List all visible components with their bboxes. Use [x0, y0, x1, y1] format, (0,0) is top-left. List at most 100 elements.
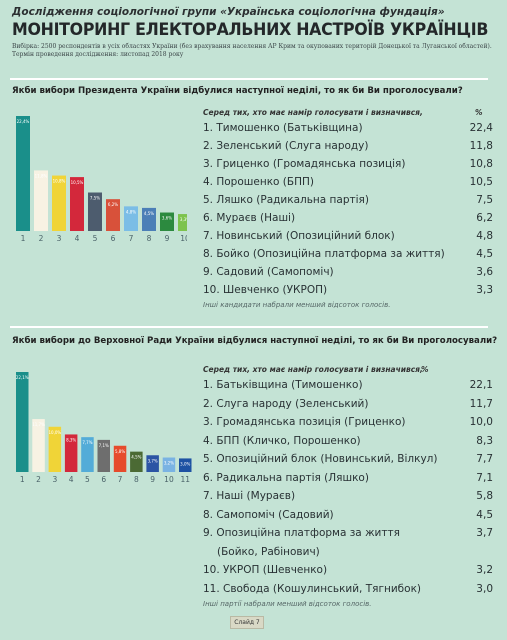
- x-tick-label: 2: [36, 475, 41, 484]
- result-value: 11,7: [469, 397, 493, 410]
- supertitle: Дослідження соціологічної групи «Українс…: [12, 6, 445, 18]
- result-row: 3. Громадянська позиція (Гриценко) 10,0: [203, 413, 493, 432]
- bar-value-label: 5,8%: [115, 449, 125, 454]
- result-label: 7. Новинський (Опозиційний блок): [203, 230, 395, 242]
- list-note: Інші кандидати набрали менший відсоток г…: [203, 301, 391, 309]
- bar: [70, 177, 84, 231]
- result-value: 10,5: [469, 176, 493, 188]
- section-divider: [10, 326, 488, 328]
- bar-value-label: 10,8%: [53, 179, 66, 184]
- result-row: 6. Радикальна партія (Ляшко) 7,1: [203, 469, 493, 488]
- x-tick-label: 9: [150, 475, 155, 484]
- bar-value-label: 4,8%: [126, 209, 136, 214]
- bar: [160, 212, 174, 231]
- result-value: 8,3: [476, 434, 493, 447]
- bar: [16, 372, 29, 472]
- result-value: 3,6: [476, 266, 493, 278]
- result-label: 4. БПП (Кличко, Порошенко): [203, 434, 361, 447]
- x-tick-label: 8: [134, 475, 139, 484]
- bar: [162, 457, 176, 472]
- x-tick-label: 6: [101, 475, 106, 484]
- result-label: 7. Наші (Мураєв): [203, 490, 296, 502]
- bar-value-label: 4,5%: [131, 455, 141, 460]
- bar: [124, 206, 138, 231]
- header: Дослідження соціологічної групи «Українс…: [12, 6, 500, 59]
- bar: [88, 192, 102, 231]
- result-label: 10. УКРОП (Шевченко): [203, 564, 328, 576]
- result-label: 4. Порошенко (БПП): [203, 176, 314, 188]
- result-label: 10. Шевченко (УКРОП): [203, 284, 328, 296]
- result-value: 3,0: [476, 582, 493, 595]
- result-row: 2. Слуга народу (Зеленський) 11,7: [203, 395, 493, 414]
- parliament-bar-chart: 22,1% 1 11,7% 2 10,0% 3 8,3% 4 7,7% 5 7,1% 6 5,8% 7 4,…: [16, 372, 192, 484]
- x-tick-label: 6: [111, 234, 116, 243]
- bar-value-label: 3,2%: [164, 461, 174, 466]
- result-row: 8. Бойко (Опозиційна платформа за життя)…: [203, 245, 493, 263]
- result-value: 5,8: [476, 490, 493, 502]
- result-label: 6. Мураєв (Наші): [203, 212, 296, 224]
- result-row: 4. Порошенко (БПП) 10,5: [203, 173, 493, 191]
- bar-value-label: 3,7%: [148, 458, 158, 463]
- result-value: 7,5: [476, 194, 493, 206]
- result-label: 11. Свобода (Кошулинський, Тягнибок): [203, 582, 422, 595]
- bar-value-label: 11,8%: [35, 173, 48, 178]
- result-label-continued: (Бойко, Рабінович): [217, 545, 320, 558]
- parliament-question: Якби вибори до Верховної Ради України ві…: [12, 336, 498, 346]
- list-note: Інші партії набрали менший відсоток голо…: [203, 600, 372, 608]
- percent-header: %: [475, 108, 483, 117]
- result-row: 11. Свобода (Кошулинський, Тягнибок) 3,0: [203, 580, 493, 599]
- section-divider: [10, 78, 488, 80]
- result-value: 10,8: [469, 158, 493, 170]
- result-value: 22,1: [469, 379, 493, 391]
- x-tick-label: 4: [69, 475, 74, 484]
- bar: [64, 434, 78, 472]
- result-label: 5. Ляшко (Радикальна партія): [203, 194, 369, 206]
- result-value: 7,7: [476, 453, 493, 465]
- x-tick-label: 3: [52, 475, 57, 484]
- bar-value-label: 3,0%: [180, 461, 190, 466]
- sample-description: Вибірка: 2500 респондентів в усіх област…: [12, 43, 500, 59]
- result-label: 1. Тимошенко (Батьківщина): [203, 122, 363, 134]
- bar: [16, 116, 30, 231]
- bar: [81, 437, 94, 472]
- bar-value-label: 7,7%: [82, 440, 92, 445]
- presidential-bar-chart: 22,4% 1 11,8% 2 10,8% 3 10,5% 4 7,5% 5 6,2% 6 4,8% 7 4…: [16, 116, 187, 243]
- result-row: 4. БПП (Кличко, Порошенко) 8,3: [203, 432, 493, 451]
- result-value: 6,2: [476, 212, 493, 224]
- x-tick-label: 9: [165, 234, 170, 243]
- presidential-results-list: Серед тих, хто має намір голосувати і ви…: [203, 108, 493, 309]
- bar: [179, 458, 192, 472]
- x-tick-label: 8: [147, 234, 152, 243]
- result-label: 3. Гриценко (Громадянська позиція): [203, 158, 406, 170]
- result-row: 7. Наші (Мураєв) 5,8: [203, 487, 493, 506]
- bar: [48, 426, 62, 472]
- x-tick-label: 11: [180, 475, 190, 484]
- result-value: 3,7: [476, 527, 493, 539]
- bar-value-label: 3,3%: [180, 217, 187, 222]
- page-title: МОНІТОРИНГ ЕЛЕКТОРАЛЬНИХ НАСТРОЇВ УКРАЇН…: [12, 20, 489, 40]
- x-tick-label: 10: [164, 475, 174, 484]
- survey-period-line: Термін проведення дослідження: листопад …: [12, 51, 184, 59]
- x-tick-label: 5: [85, 475, 90, 484]
- result-row: 10. УКРОП (Шевченко) 3,2: [203, 561, 493, 580]
- result-label: 1. Батьківщина (Тимошенко): [203, 379, 363, 391]
- x-tick-label: 4: [75, 234, 80, 243]
- result-label: 3. Громадянська позиція (Гриценко): [203, 416, 406, 428]
- bar: [142, 207, 156, 231]
- bar: [34, 170, 48, 231]
- result-row: 5. Ляшко (Радикальна партія) 7,5: [203, 191, 493, 209]
- result-label: 8. Самопоміч (Садовий): [203, 508, 334, 521]
- bar: [32, 419, 45, 472]
- result-label: 2. Зеленський (Слуга народу): [203, 140, 369, 152]
- bar: [146, 455, 159, 472]
- result-row: 8. Самопоміч (Садовий) 4,5: [203, 506, 493, 525]
- result-row: 9. Опозиційна платформа за життя (Бойко, …: [203, 524, 493, 561]
- x-tick-label: 1: [21, 234, 26, 243]
- result-row: 5. Опозиційний блок (Новинський, Вілкул)…: [203, 450, 493, 469]
- result-label: 9. Садовий (Самопоміч): [203, 266, 334, 278]
- bar: [97, 439, 110, 472]
- x-tick-label: 1: [20, 475, 25, 484]
- bar-value-label: 3,6%: [162, 216, 172, 221]
- x-tick-label: 10: [180, 234, 187, 243]
- result-value: 4,5: [476, 508, 493, 521]
